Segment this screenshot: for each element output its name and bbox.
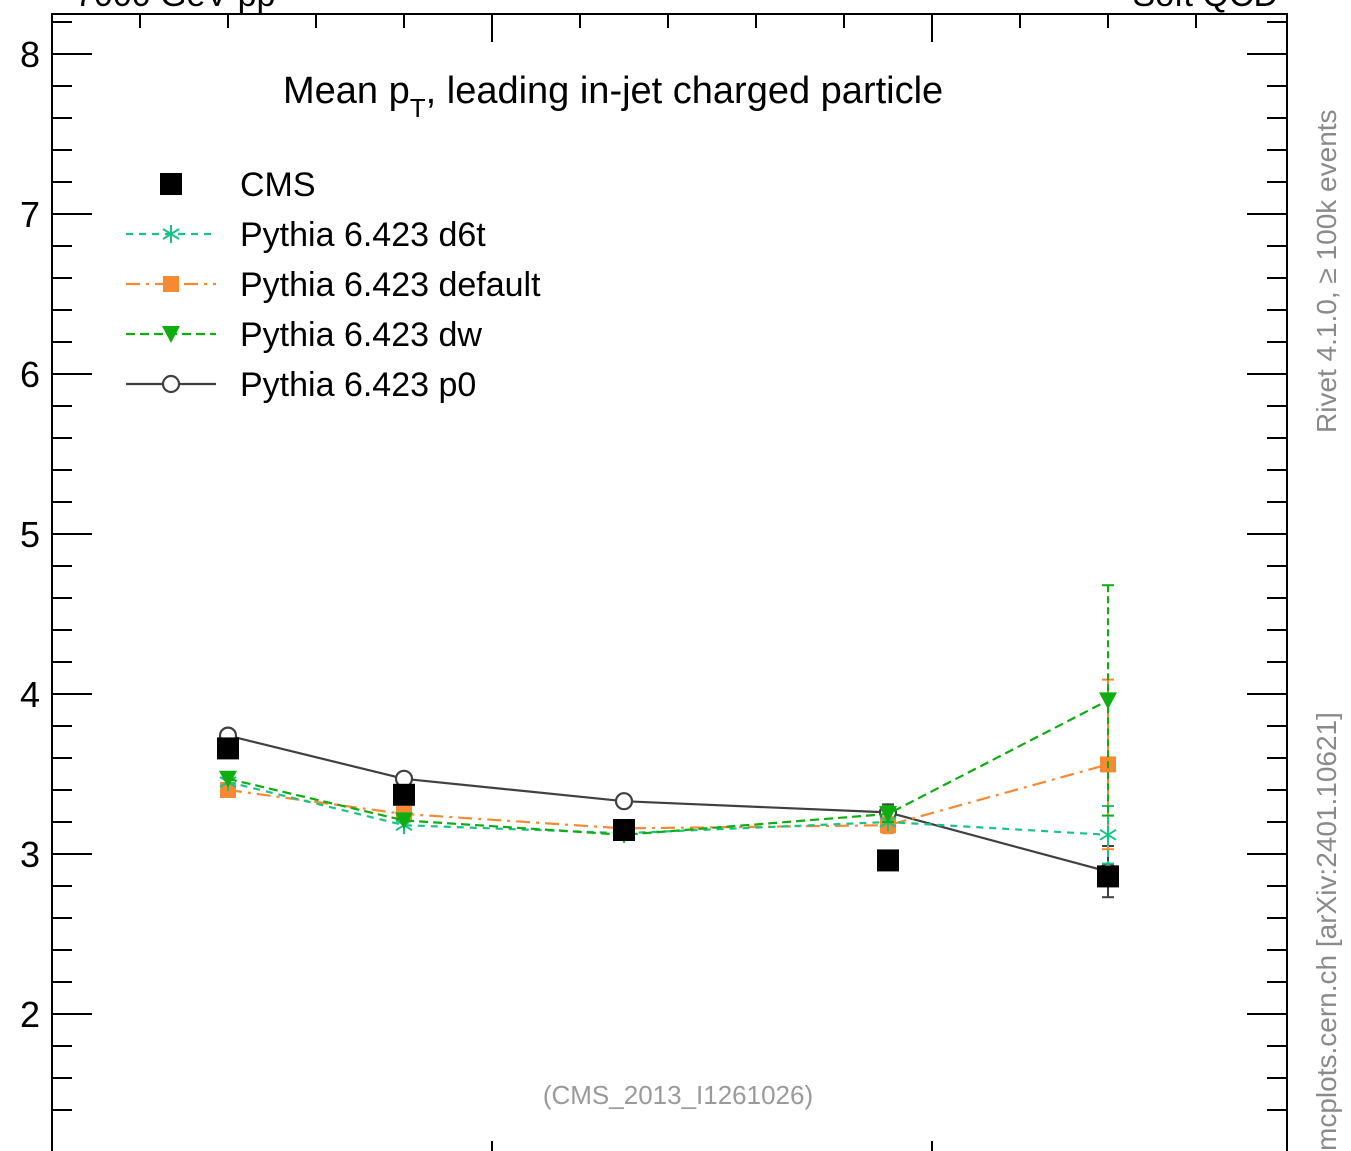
cms-data-point	[217, 737, 239, 760]
legend-item-p0: Pythia 6.423 p0	[126, 366, 476, 404]
header-left-label: 7000 GeV pp	[75, 0, 275, 14]
chart-title-rest: , leading in-jet charged particle	[426, 70, 944, 112]
y-tick-label: 5	[20, 514, 40, 555]
chart-title: Mean pT, leading in-jet charged particle	[283, 70, 943, 123]
legend-label-default: Pythia 6.423 default	[240, 266, 541, 304]
cms-data-point	[160, 173, 182, 195]
side-text-mcplots: mcplots.cern.ch [arXiv:2401.10621]	[1311, 712, 1342, 1151]
cms-data-point	[613, 819, 635, 841]
side-text-rivet: Rivet 4.1.0, ≥ 100k events	[1311, 109, 1342, 433]
d6t-data-point	[162, 225, 180, 243]
default-line	[227, 763, 1109, 830]
d6t-data-point	[1099, 825, 1117, 844]
chart-title-main: Mean p	[283, 70, 410, 112]
p0-data-point	[161, 374, 181, 394]
d6t-marker-stroke	[1099, 828, 1117, 841]
p0-line	[227, 734, 1109, 873]
legend: CMS Pythia 6.423 d6t Pythia 6.423 default P…	[126, 166, 541, 404]
plot-series	[217, 584, 1119, 899]
y-tick-label: 7	[20, 194, 40, 235]
legend-item-default: Pythia 6.423 default	[126, 266, 541, 304]
reference-label: (CMS_2013_I1261026)	[543, 1080, 813, 1110]
y-tick-label: 4	[20, 674, 40, 715]
legend-label-cms: CMS	[240, 166, 316, 204]
dw-data-point	[219, 770, 237, 788]
legend-label-dw: Pythia 6.423 dw	[240, 316, 482, 354]
legend-item-dw: Pythia 6.423 dw	[126, 316, 482, 354]
legend-item-cms: CMS	[160, 166, 316, 204]
series-cms	[217, 737, 1119, 888]
cms-data-point	[393, 783, 415, 806]
chart-title-subscript: T	[410, 93, 426, 123]
y-axis-tick-labels: 2 3 4 5 6 7 8	[20, 34, 40, 1035]
dw-data-point	[395, 812, 413, 830]
axis-ticks	[52, 14, 1287, 1151]
legend-item-d6t: Pythia 6.423 d6t	[126, 216, 486, 254]
plot-frame	[51, 13, 1288, 1151]
default-data-point	[163, 276, 179, 292]
p0-data-point	[614, 792, 634, 811]
series-dw	[219, 584, 1117, 844]
y-tick-label: 8	[20, 34, 40, 75]
cms-data-point	[1097, 865, 1119, 888]
dw-data-point	[162, 326, 180, 343]
series-d6t	[219, 773, 1117, 865]
legend-label-p0: Pythia 6.423 p0	[240, 366, 476, 404]
header-right-label: Soft QCD	[1133, 0, 1278, 14]
dw-data-point	[879, 806, 897, 823]
series-default	[220, 678, 1116, 851]
cms-data-point	[877, 849, 899, 872]
dw-data-point	[1099, 692, 1117, 710]
d6t-line	[227, 780, 1109, 836]
legend-label-d6t: Pythia 6.423 d6t	[240, 216, 486, 254]
d6t-marker-stroke	[162, 228, 180, 240]
dw-line	[227, 699, 1109, 836]
y-tick-label: 2	[20, 994, 40, 1035]
y-tick-label: 6	[20, 354, 40, 395]
y-tick-label: 3	[20, 834, 40, 875]
